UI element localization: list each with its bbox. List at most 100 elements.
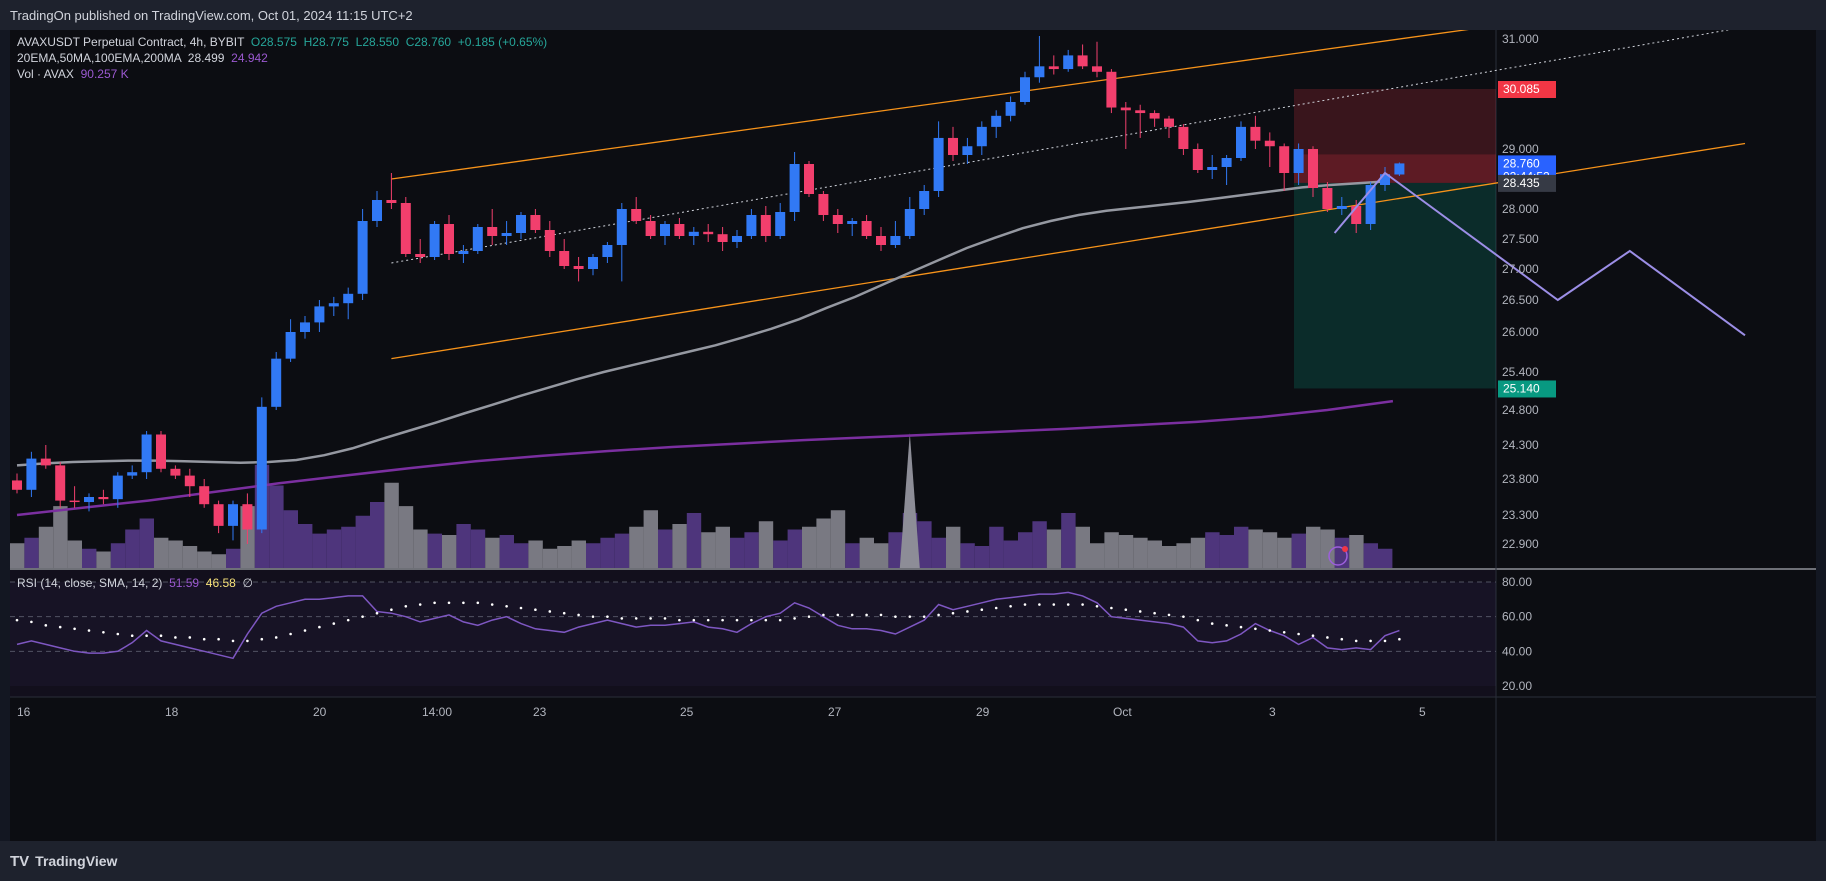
volume-bar [614, 533, 630, 568]
rsi-sma-dot [1038, 603, 1041, 606]
rsi-sma-dot [577, 613, 580, 617]
volume-bar [917, 521, 932, 568]
volume-bar [542, 548, 558, 568]
time-tick-label: 3 [1269, 705, 1276, 719]
candle-body [1034, 66, 1045, 78]
entry-price-label-bg [1498, 174, 1556, 192]
rsi-sma-dot [692, 618, 696, 622]
rsi-sma-dot [332, 622, 336, 625]
rsi-sma-dot [318, 625, 321, 629]
candle-body [962, 146, 973, 155]
rsi-sma-dot [1009, 604, 1012, 608]
candle-body [429, 224, 440, 257]
price-tick-label: 24.300 [1502, 438, 1539, 452]
volume-bar [643, 510, 658, 568]
volume-bar [946, 526, 961, 568]
rsi-label: RSI (14, close, SMA, 14, 2) [17, 576, 163, 590]
candle-body [746, 215, 757, 236]
volume-bar [1133, 537, 1148, 568]
volume-bar [197, 551, 212, 568]
candle-body [861, 221, 872, 236]
candle-body [501, 233, 512, 236]
rsi-sma-dot [649, 617, 652, 620]
volume-spike [899, 433, 920, 568]
rsi-sma-dot [462, 601, 465, 605]
volume-bar [686, 513, 702, 568]
candle-body [69, 500, 80, 503]
rsi-sma-dot [1311, 634, 1315, 638]
channel-upper-line [391, 30, 1469, 180]
candle-body [876, 236, 886, 245]
volume-bar [1262, 532, 1278, 568]
candle-body [112, 475, 123, 500]
volume-bar [1219, 535, 1234, 568]
candle-body [1164, 118, 1174, 127]
rsi-sma-dot [390, 608, 393, 612]
tradingview-logo-icon: TV [10, 853, 30, 870]
rsi-sma-dot [620, 617, 624, 620]
tradingview-logo[interactable]: TV TradingView [10, 853, 117, 870]
candle-body [890, 236, 901, 245]
volume-bar [283, 510, 298, 568]
ma-value-1: 28.499 [187, 51, 225, 65]
volume-bar [312, 533, 327, 568]
time-tick-label: 25 [680, 705, 694, 719]
rsi-sma-dot [764, 618, 768, 622]
volume-bar [1378, 548, 1393, 568]
volume-bar [82, 548, 97, 568]
rsi-sma-dot [1210, 622, 1214, 625]
rsi-sma-dot [260, 637, 264, 641]
ma-value-2: 24.942 [231, 51, 268, 65]
rsi-sma-dot [850, 613, 854, 617]
volume-bar [67, 540, 82, 568]
channel-mid-line [391, 30, 1731, 264]
volume-bar [830, 510, 846, 568]
volume-bar [298, 524, 313, 568]
rsi-sma-dot [346, 618, 350, 622]
candle-body [559, 251, 570, 266]
rsi-sma-dot [534, 608, 537, 612]
rsi-sma-dot [476, 601, 480, 605]
rsi-sma-dot [188, 636, 192, 639]
candle-body [732, 236, 742, 242]
rsi-pane [10, 570, 1496, 697]
volume-bar [629, 526, 644, 568]
rsi-sma-dot [1268, 629, 1272, 632]
volume-bar [125, 529, 140, 568]
price-tick-label: 27.000 [1502, 262, 1539, 276]
chart-canvas[interactable]: 31.000 29.000 28.000 27.500 27.000 26.500 26.0… [10, 30, 1816, 841]
candle-body [530, 215, 541, 230]
rsi-sma-dot [778, 618, 782, 622]
rsi-sma-dot [894, 615, 897, 618]
rsi-sma-dot [1138, 610, 1142, 613]
volume-bar [773, 540, 788, 568]
candle-body [472, 227, 483, 251]
rsi-sma-dot [1182, 615, 1185, 618]
candle-body [1048, 66, 1059, 70]
rsi-sma-dot [361, 615, 364, 618]
candle-body [271, 358, 282, 407]
volume-bar [485, 537, 500, 568]
volume-bar [1306, 526, 1321, 568]
volume-bar [989, 526, 1004, 568]
volume-label: Vol · AVAX [17, 67, 74, 81]
publish-header: TradingOn published on TradingView.com, … [0, 0, 1826, 30]
candle-body [1351, 206, 1362, 224]
volume-bar [154, 537, 169, 568]
candle-body [631, 209, 642, 221]
time-tick-label: 5 [1419, 705, 1426, 719]
candle-body [847, 221, 858, 224]
candle-body [904, 209, 915, 236]
volume-bar [456, 524, 471, 568]
chart-area[interactable]: 31.000 29.000 28.000 27.500 27.000 26.500 26.0… [10, 30, 1816, 841]
price-tick-label: 23.800 [1502, 472, 1539, 486]
rsi-sma-dot [73, 627, 76, 631]
candle-body [343, 293, 354, 304]
candle-body [919, 191, 930, 209]
candle-body [674, 224, 685, 236]
rsi-sma-dot [750, 618, 753, 622]
rsi-sma-dot [951, 611, 955, 615]
candle-body [1005, 101, 1016, 116]
rsi-sma-dot [202, 637, 206, 641]
volume-bar [1291, 533, 1306, 568]
